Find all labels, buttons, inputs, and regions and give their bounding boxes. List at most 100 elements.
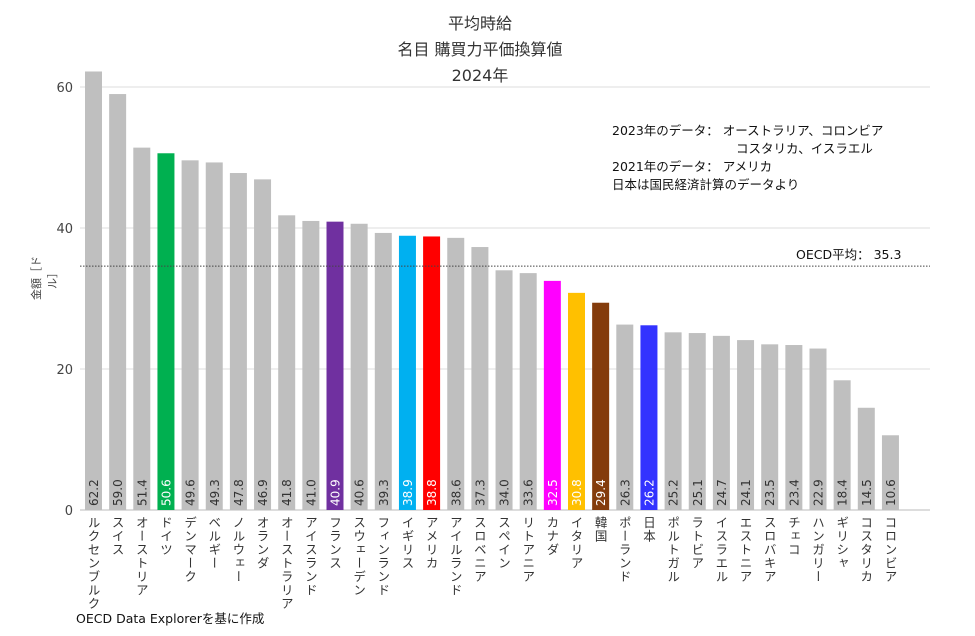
bar-value-label: 39.3 <box>377 479 391 506</box>
bar <box>712 335 730 510</box>
bar <box>350 223 368 510</box>
x-tick-label: エストニア <box>737 516 753 584</box>
bar-value-label: 40.6 <box>353 479 367 506</box>
y-tick-label: 0 <box>65 504 73 519</box>
bar-value-label: 38.6 <box>449 479 463 506</box>
bar-value-label: 49.6 <box>184 479 198 506</box>
bar <box>664 332 682 510</box>
annotation-note: 2023年のデータ： オーストラリア、コロンビア コスタリカ、イスラエル 202… <box>612 122 883 194</box>
x-tick-label: ノルウェー <box>230 516 246 584</box>
bar-value-label: 59.0 <box>111 479 125 506</box>
x-tick-label: イタリア <box>568 516 584 570</box>
x-tick-label: ベルギー <box>206 516 222 570</box>
annotation-line: 日本は国民経済計算のデータより <box>612 177 800 192</box>
x-tick-label: ギリシャ <box>834 516 850 570</box>
x-tick-label: イギリス <box>399 516 415 570</box>
bar-value-label: 38.8 <box>425 479 439 506</box>
y-tick-label: 20 <box>56 363 73 378</box>
bar <box>254 179 272 511</box>
chart-title-line-1: 平均時給 <box>447 14 512 33</box>
bar <box>374 232 392 510</box>
bar <box>543 280 561 510</box>
x-tick-label: フィンランド <box>375 516 391 597</box>
bar <box>785 345 803 510</box>
x-tick-label: オーストラリア <box>278 516 294 611</box>
bar-value-label: 24.7 <box>715 479 729 506</box>
bar-value-label: 18.4 <box>836 479 850 506</box>
bar-value-label: 30.8 <box>570 479 584 506</box>
bar-value-label: 23.4 <box>787 479 801 506</box>
x-tick-label: ドイツ <box>157 516 173 557</box>
x-tick-label: スロベニア <box>471 516 487 584</box>
annotation-line: 2023年のデータ： オーストラリア、コロンビア <box>612 123 884 138</box>
bar-value-label: 26.3 <box>618 479 632 506</box>
bar <box>447 237 465 510</box>
bar <box>688 333 706 510</box>
bar <box>833 380 851 510</box>
bar <box>109 94 127 511</box>
bar-value-label: 40.9 <box>329 479 343 506</box>
x-tick-label: スペイン <box>496 516 512 570</box>
bar-value-label: 46.9 <box>256 479 270 506</box>
x-tick-label: ハンガリー <box>810 516 825 584</box>
bar <box>133 147 151 510</box>
bar-value-label: 34.0 <box>498 479 512 506</box>
bar <box>157 153 175 510</box>
source-note: OECD Data Explorerを基に作成 <box>76 611 265 626</box>
x-tick-label: チェコ <box>785 516 801 557</box>
bar <box>398 235 416 510</box>
x-tick-label: コロンビア <box>882 516 898 584</box>
bar-value-label: 29.4 <box>594 479 608 506</box>
bar-value-label: 10.6 <box>884 479 898 506</box>
bar-value-label: 14.5 <box>860 479 874 506</box>
bar <box>881 435 899 510</box>
annotation-line: コスタリカ、イスラエル <box>736 141 873 156</box>
x-tick-label: オランダ <box>254 516 270 570</box>
bar-value-label: 25.1 <box>691 479 705 506</box>
bar <box>423 236 441 510</box>
bar <box>616 324 634 510</box>
bar-value-label: 22.9 <box>812 479 826 506</box>
x-tick-label: アメリカ <box>423 516 439 570</box>
y-tick-label: 60 <box>56 81 73 96</box>
annotation-line: 2021年のデータ： アメリカ <box>612 159 773 174</box>
bar-value-label: 24.1 <box>739 479 753 506</box>
bar-value-label: 49.3 <box>208 479 222 506</box>
x-tick-label: コスタリカ <box>858 516 874 584</box>
x-tick-label: オーストリア <box>133 516 149 597</box>
bar <box>205 162 223 510</box>
x-tick-label: スウェーデン <box>351 516 367 597</box>
x-tick-label: スロバキア <box>761 516 777 584</box>
bar-value-label: 37.3 <box>473 479 487 506</box>
bar <box>737 340 755 510</box>
bar <box>519 273 537 510</box>
bar <box>640 325 658 510</box>
x-tick-label: スイス <box>109 516 125 557</box>
bar <box>809 348 827 510</box>
bar <box>592 302 610 510</box>
oecd-average-label: OECD平均： 35.3 <box>796 247 902 262</box>
bar <box>326 221 344 510</box>
bar <box>857 407 875 510</box>
bar <box>568 292 585 510</box>
bar-value-label: 41.8 <box>280 479 294 506</box>
bar <box>495 270 513 510</box>
chart-title-line-2: 名目 購買力平価換算値 <box>397 40 563 59</box>
bar <box>761 344 779 510</box>
bar-value-label: 62.2 <box>87 479 101 506</box>
x-tick-label: フランス <box>327 516 342 570</box>
x-tick-label: アイルランド <box>447 516 463 597</box>
bar <box>85 71 102 511</box>
bar <box>278 215 296 510</box>
bar-value-label: 32.5 <box>546 479 560 506</box>
x-tick-label: イスラエル <box>713 516 729 584</box>
bar-value-label: 26.2 <box>642 479 656 506</box>
x-tick-label: リトアニア <box>520 516 536 584</box>
x-tick-label: ラトビア <box>689 516 705 570</box>
x-tick-label: アイスランド <box>302 516 318 597</box>
bar-value-label: 38.9 <box>401 479 415 506</box>
bar-value-label: 51.4 <box>135 479 149 506</box>
bar-value-label: 33.6 <box>522 479 536 506</box>
bar-value-label: 41.0 <box>304 479 318 506</box>
